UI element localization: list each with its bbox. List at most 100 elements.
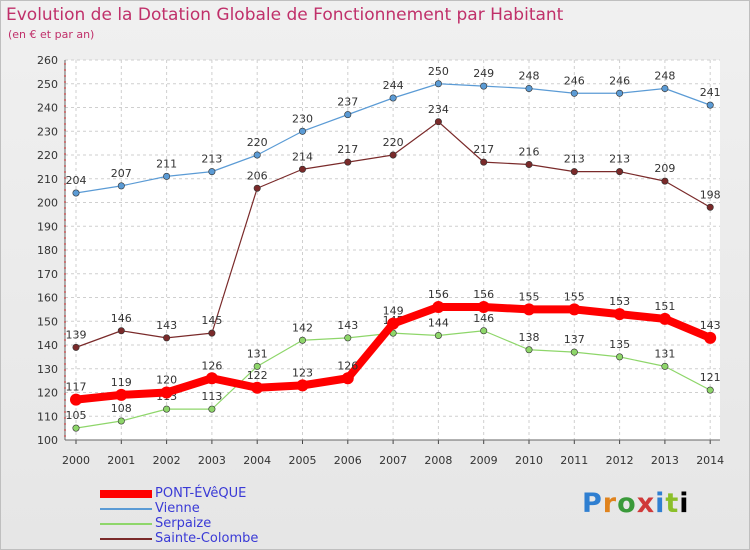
data-label: 214 (292, 150, 313, 163)
data-label: 122 (247, 369, 268, 382)
y-tick-label: 210 (37, 173, 58, 186)
data-label: 108 (111, 402, 132, 415)
x-tick-label: 2007 (379, 454, 407, 467)
data-point (704, 331, 717, 344)
y-tick-label: 110 (37, 410, 58, 423)
data-label: 206 (247, 169, 268, 182)
y-tick-label: 220 (37, 149, 58, 162)
data-label: 230 (292, 112, 313, 125)
data-point (434, 331, 442, 339)
data-point (205, 372, 218, 385)
data-label: 211 (156, 157, 177, 170)
data-point (115, 388, 128, 401)
x-tick-label: 2006 (334, 454, 362, 467)
data-point (570, 89, 578, 97)
data-point (117, 417, 125, 425)
data-point (661, 362, 669, 370)
y-tick-label: 120 (37, 387, 58, 400)
data-label: 120 (156, 374, 177, 387)
data-point (253, 184, 261, 192)
x-tick-label: 2011 (560, 454, 588, 467)
data-point (163, 405, 171, 413)
data-label: 216 (519, 146, 540, 159)
data-point (298, 127, 306, 135)
data-point (616, 168, 624, 176)
proxiti-logo: Proxiti (582, 488, 690, 519)
legend-label: PONT-ÉVêQUE (155, 486, 247, 501)
data-point (525, 85, 533, 93)
data-label: 241 (700, 86, 721, 99)
y-tick-label: 160 (37, 292, 58, 305)
data-label: 144 (428, 317, 449, 330)
data-label: 220 (383, 136, 404, 149)
x-tick-label: 2014 (696, 454, 724, 467)
data-point (163, 334, 171, 342)
data-point (387, 317, 400, 330)
x-tick-label: 2000 (62, 454, 90, 467)
y-tick-label: 100 (37, 434, 58, 447)
data-point (389, 94, 397, 102)
legend-label: Serpaize (155, 516, 212, 531)
legend-label: Vienne (155, 501, 200, 516)
data-point (525, 161, 533, 169)
data-point (160, 386, 173, 399)
data-point (706, 203, 714, 211)
data-label: 234 (428, 103, 449, 116)
data-point (208, 405, 216, 413)
line-chart: 100 110 120 130 140 150 160 170 180 190 200 210 220 2… (37, 54, 724, 467)
data-label: 244 (383, 79, 404, 92)
data-point (613, 308, 626, 321)
data-point (706, 386, 714, 394)
data-point (72, 424, 80, 432)
data-label: 123 (292, 366, 313, 379)
data-label: 121 (700, 371, 721, 384)
data-label: 217 (473, 143, 494, 156)
y-tick-label: 170 (37, 268, 58, 281)
data-point (72, 189, 80, 197)
y-tick-label: 230 (37, 125, 58, 138)
data-label: 126 (201, 359, 222, 372)
data-point (389, 151, 397, 159)
chart-title: Evolution de la Dotation Globale de Fonc… (6, 5, 564, 25)
data-label: 246 (564, 74, 585, 87)
data-point (480, 327, 488, 335)
data-point (341, 372, 354, 385)
data-label: 198 (700, 188, 721, 201)
data-label: 213 (564, 153, 585, 166)
data-label: 207 (111, 167, 132, 180)
data-label: 138 (519, 331, 540, 344)
data-label: 139 (66, 328, 87, 341)
x-tick-label: 2002 (153, 454, 181, 467)
data-label: 209 (654, 162, 675, 175)
data-point (658, 312, 671, 325)
y-tick-label: 240 (37, 102, 58, 115)
data-label: 149 (383, 305, 404, 318)
data-point (251, 381, 264, 394)
data-label: 249 (473, 67, 494, 80)
y-tick-label: 130 (37, 363, 58, 376)
x-tick-label: 2012 (606, 454, 634, 467)
data-point (117, 327, 125, 335)
data-label: 105 (66, 409, 87, 422)
data-point (616, 89, 624, 97)
data-point (480, 158, 488, 166)
chart-subtitle: (en € et par an) (8, 28, 95, 41)
data-label: 155 (564, 290, 585, 303)
data-label: 250 (428, 65, 449, 78)
y-tick-label: 140 (37, 339, 58, 352)
data-point (480, 82, 488, 90)
data-point (432, 301, 445, 313)
data-label: 146 (111, 312, 132, 325)
data-label: 135 (609, 338, 630, 351)
data-point (298, 336, 306, 344)
legend-swatch (100, 538, 152, 540)
data-label: 156 (428, 288, 449, 301)
data-label: 213 (201, 153, 222, 166)
data-point (117, 182, 125, 190)
legend-swatch (100, 508, 152, 510)
data-point (525, 346, 533, 354)
data-point (344, 334, 352, 342)
data-label: 137 (564, 333, 585, 346)
data-point (253, 362, 261, 370)
data-label: 145 (201, 314, 222, 327)
